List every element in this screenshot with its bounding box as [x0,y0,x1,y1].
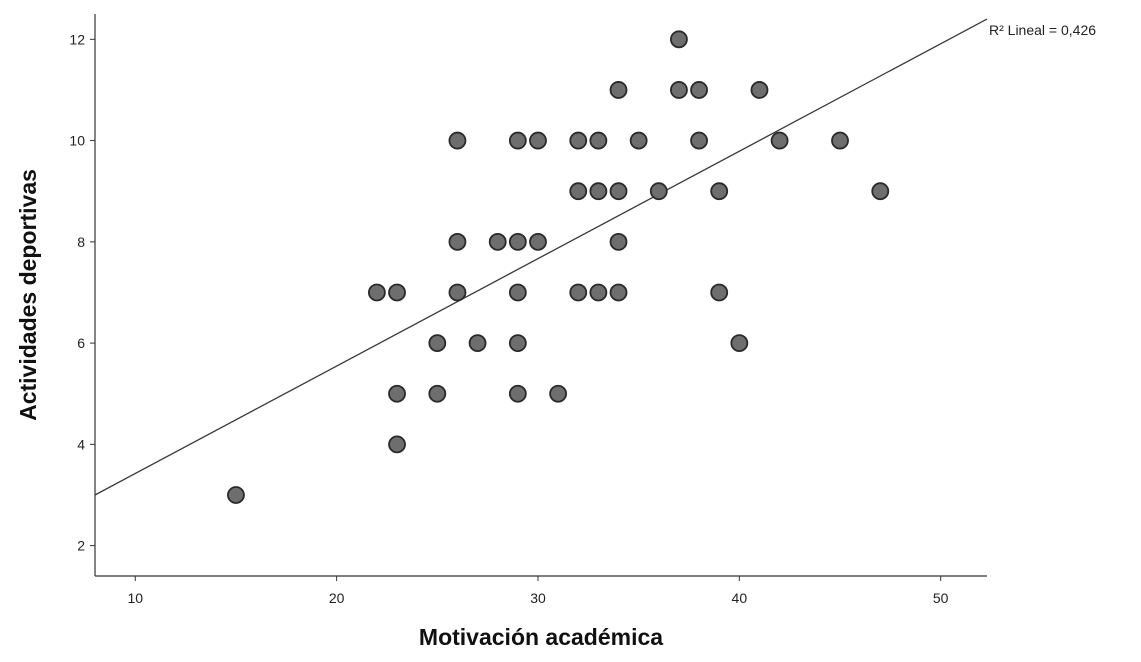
data-point [529,131,547,150]
data-point [428,334,447,352]
data-point [730,334,749,352]
data-point [428,384,447,403]
data-point [569,283,588,302]
data-point [508,283,527,302]
data-point [831,131,849,150]
regression-fit-line [94,18,988,496]
y-tick-label: 2 [77,538,85,554]
data-point [609,182,628,201]
data-point [609,232,628,251]
x-tick-label: 50 [933,590,949,606]
data-point [609,283,628,302]
data-point [670,81,688,99]
data-point [508,384,527,403]
y-tick-label: 6 [77,335,85,351]
y-tick-label: 4 [77,436,85,452]
data-point [388,384,406,403]
y-tick-label: 8 [77,234,85,250]
y-tick-label: 10 [69,133,85,149]
data-point [448,232,467,251]
y-axis-title: Actividades deportivas [15,169,41,421]
data-point [227,486,245,504]
data-point [589,131,608,150]
data-point [589,182,608,201]
data-point [488,232,507,251]
data-point [508,131,527,150]
x-tick-label: 10 [127,590,143,606]
data-point [529,232,547,251]
data-point [388,435,406,454]
data-point [649,182,668,201]
data-point [569,131,588,150]
x-axis-ticks: 10 20 30 40 50 [127,576,949,606]
x-axis-title: Motivación académica [419,624,663,650]
data-point [367,283,386,302]
x-tick-label: 20 [329,590,345,606]
data-point [670,30,688,49]
y-tick-label: 12 [69,31,85,47]
data-point [448,131,467,150]
data-point [508,334,527,352]
x-tick-label: 30 [530,590,546,606]
data-point [388,283,406,302]
data-point [871,182,890,201]
data-point [690,131,708,150]
data-point [770,131,789,150]
data-point [710,283,729,302]
data-point [629,131,648,150]
data-point [710,182,729,201]
data-point [589,283,608,302]
data-point [569,182,588,201]
data-point [508,232,527,251]
data-point [750,81,769,99]
data-point [468,334,487,352]
data-point [448,283,467,302]
r-squared-annotation: R² Lineal = 0,426 [989,22,1096,38]
data-point [549,384,568,403]
data-point [609,81,628,99]
data-point [690,81,708,99]
data-points [227,30,890,504]
x-tick-label: 40 [732,590,748,606]
y-axis-ticks: 2 4 6 8 10 12 [69,31,95,554]
